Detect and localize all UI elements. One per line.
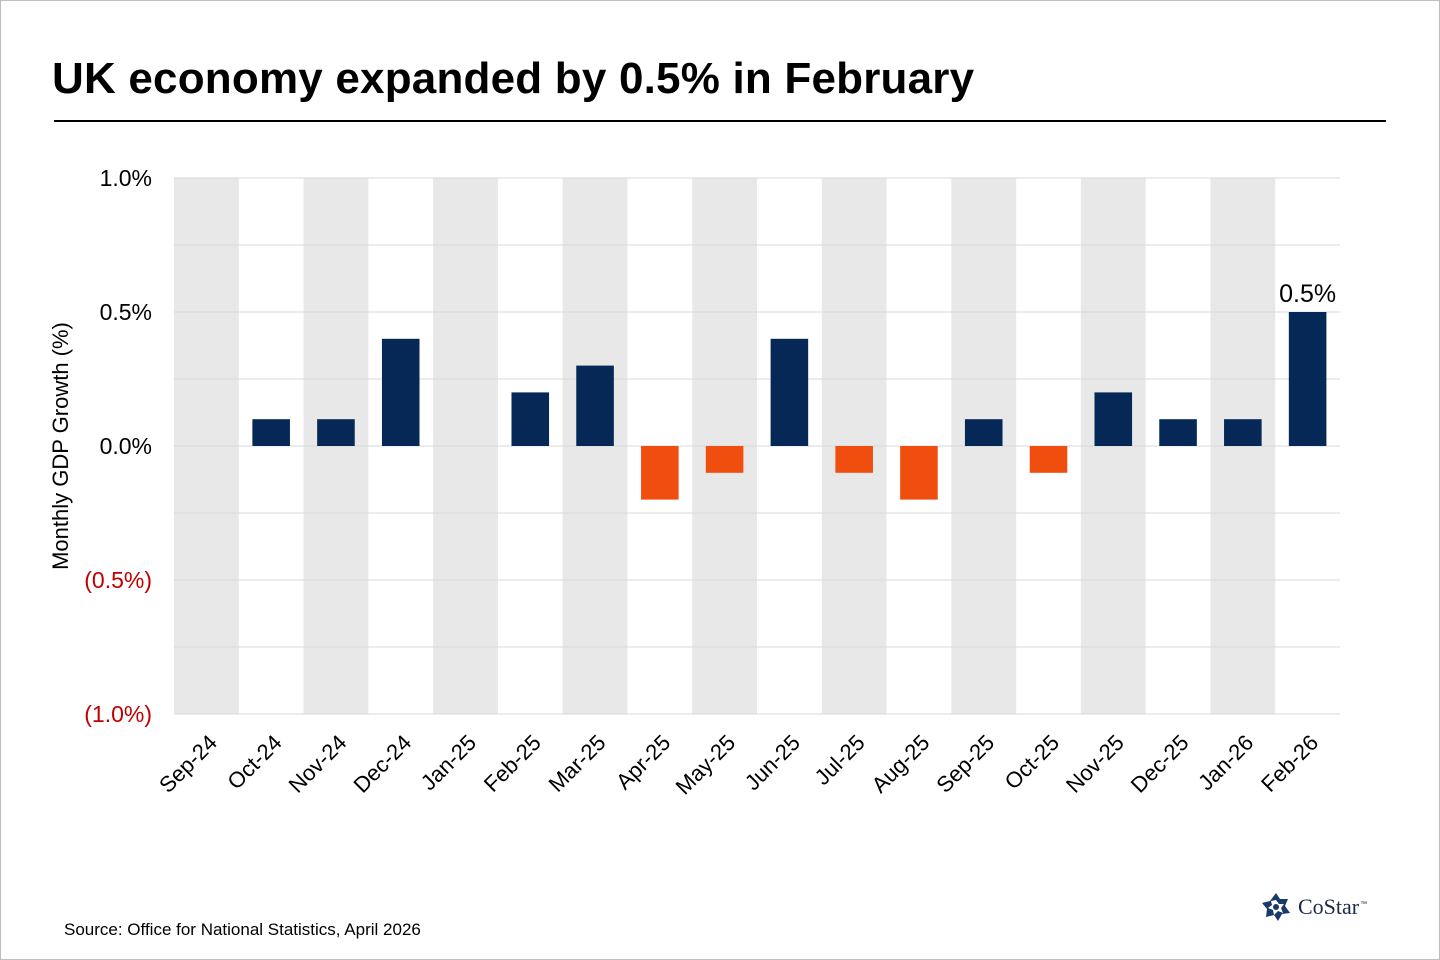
costar-star-icon — [1262, 893, 1290, 921]
bar — [381, 338, 420, 446]
bar — [317, 419, 355, 446]
data-label: 0.5% — [1279, 280, 1336, 308]
x-tick-label: Dec-24 — [348, 730, 416, 798]
x-tick-label: Sep-25 — [931, 730, 999, 798]
x-tick-label: Oct-25 — [1000, 730, 1064, 794]
bar — [641, 446, 679, 500]
x-tick-label: Feb-25 — [479, 730, 546, 797]
logo-wordmark: CoStar™ — [1298, 894, 1367, 920]
bar — [1159, 419, 1197, 446]
x-tick-label: May-25 — [671, 730, 741, 800]
bar — [252, 419, 290, 446]
x-tick-label: Nov-24 — [284, 730, 352, 798]
y-tick-label: 0.0% — [100, 433, 152, 459]
x-tick-label: Oct-24 — [222, 730, 286, 794]
x-tick-label: Sep-24 — [154, 730, 222, 798]
bar — [835, 446, 873, 473]
chart-title: UK economy expanded by 0.5% in February — [52, 54, 975, 103]
bar-series — [252, 312, 1327, 500]
x-tick-label: Jul-25 — [810, 730, 870, 790]
costar-logo[interactable]: CoStar™ — [1260, 890, 1367, 924]
bar — [1224, 419, 1262, 446]
source-note: Source: Office for National Statistics, … — [64, 920, 421, 939]
x-tick-label: Feb-26 — [1256, 730, 1323, 797]
y-tick-label: (0.5%) — [84, 567, 152, 593]
x-tick-label: Aug-25 — [867, 730, 935, 798]
bar — [511, 392, 550, 446]
bar — [1029, 446, 1068, 473]
x-tick-label: Nov-25 — [1061, 730, 1129, 798]
x-tick-label: Jun-25 — [740, 730, 805, 795]
title-divider — [54, 120, 1386, 122]
y-tick-label: 1.0% — [100, 165, 152, 191]
y-axis-ticks: 1.0% 0.5% 0.0% (0.5%) (1.0%) — [84, 165, 152, 727]
gridlines — [174, 177, 1340, 715]
x-tick-label: Dec-25 — [1126, 730, 1194, 798]
bar — [705, 446, 744, 473]
bar — [1094, 392, 1133, 446]
bar — [576, 365, 614, 446]
data-labels: 0.5% — [1279, 280, 1336, 308]
bar — [900, 446, 938, 500]
x-tick-label: Mar-25 — [544, 730, 611, 797]
x-tick-label: Jan-26 — [1193, 730, 1258, 795]
bar — [964, 419, 1003, 446]
bar — [1288, 312, 1327, 446]
x-tick-label: Jan-25 — [416, 730, 481, 795]
y-axis-label: Monthly GDP Growth (%) — [48, 322, 73, 570]
x-tick-label: Apr-25 — [611, 730, 675, 794]
y-tick-label: 0.5% — [100, 299, 152, 325]
logo-text: CoStar — [1298, 894, 1360, 919]
logo-trademark: ™ — [1360, 900, 1368, 908]
y-tick-label: (1.0%) — [84, 701, 152, 727]
bar — [770, 338, 809, 446]
